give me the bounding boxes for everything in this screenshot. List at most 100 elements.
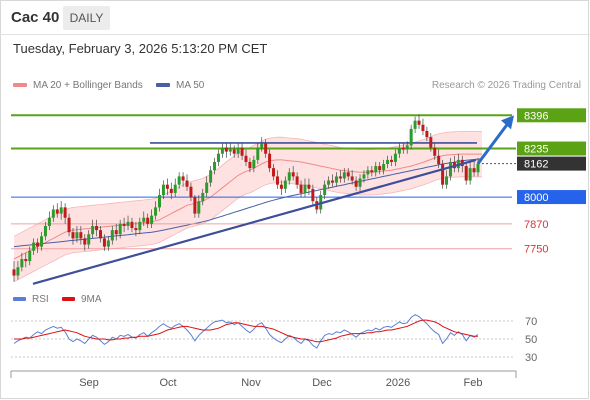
candle-body <box>350 176 354 181</box>
candle-body <box>346 172 350 177</box>
candle-body <box>299 184 303 193</box>
candle-body <box>75 232 79 239</box>
candle-body <box>114 230 118 235</box>
rsi-line <box>13 314 479 349</box>
candle-body <box>118 223 122 235</box>
candle-body <box>197 201 201 214</box>
level-8235-label: 8235 <box>524 144 548 156</box>
candle-body <box>122 223 126 226</box>
candle-body <box>307 184 311 189</box>
legend-ma20-label: MA 20 + Bollinger Bands <box>33 80 143 91</box>
candle-body <box>382 164 386 171</box>
x-tick-label: Oct <box>159 377 176 389</box>
candle-body <box>472 168 476 173</box>
legend-rsi[interactable]: RSI <box>13 294 49 305</box>
forecast-arrow-shaft <box>476 122 510 165</box>
candle-body <box>79 232 83 239</box>
candle-body <box>476 163 480 173</box>
legend-ma20[interactable]: MA 20 + Bollinger Bands <box>13 80 143 91</box>
level-7870-label: 7870 <box>524 219 548 231</box>
rsi-ma-swatch-icon <box>62 297 75 302</box>
candle-body <box>83 238 87 245</box>
candle-body <box>397 147 401 154</box>
legend-rsi-ma-label: 9MA <box>81 294 102 305</box>
candle-body <box>67 217 71 233</box>
candle-body <box>354 180 358 187</box>
candle-body <box>99 230 103 239</box>
candle-body <box>201 192 205 202</box>
candle-body <box>205 182 209 193</box>
candle-body <box>91 225 95 235</box>
candle-body <box>256 147 260 160</box>
candle-body <box>126 221 130 226</box>
candle-body <box>417 120 421 125</box>
header-bar: Cac 40 DAILY <box>0 0 590 35</box>
ma50-swatch-icon <box>156 83 170 88</box>
candle-body <box>252 159 256 169</box>
level-8396-box <box>517 108 586 123</box>
rsi-swatch-icon <box>13 297 26 302</box>
level-8396-label: 8396 <box>524 110 548 122</box>
uptrend-line <box>32 158 477 285</box>
forecast-arrow-head-icon <box>501 115 514 130</box>
timeframe-button[interactable]: DAILY <box>63 6 110 30</box>
candle-body <box>213 161 217 171</box>
candle-body <box>374 166 378 173</box>
legend-rsi-ma[interactable]: 9MA <box>62 294 102 305</box>
candle-body <box>165 184 169 189</box>
candle-body <box>248 161 252 169</box>
candle-body <box>55 209 59 214</box>
level-8000-label: 8000 <box>524 192 548 204</box>
candle-body <box>338 176 342 179</box>
legend-ma50[interactable]: MA 50 <box>156 80 204 91</box>
candle-body <box>220 147 224 154</box>
candle-body <box>358 178 362 187</box>
level-8162-label: 8162 <box>524 159 548 171</box>
candle-body <box>448 161 452 177</box>
candle-body <box>393 153 397 162</box>
candle-body <box>146 217 150 224</box>
level-7750-label: 7750 <box>524 244 548 256</box>
legend-ma50-label: MA 50 <box>176 80 205 91</box>
candle-body <box>24 259 28 262</box>
candle-body <box>138 221 142 231</box>
candle-body <box>185 180 189 187</box>
candle-body <box>157 195 161 208</box>
candle-body <box>323 184 327 195</box>
candle-body <box>216 153 220 162</box>
candle-body <box>291 172 295 177</box>
candle-body <box>445 176 449 185</box>
candle-body <box>409 128 413 146</box>
candle-body <box>130 221 134 229</box>
candle-body <box>334 176 338 183</box>
ma50-line <box>13 158 482 248</box>
bollinger-lower <box>13 176 482 283</box>
candle-body <box>421 124 425 131</box>
x-tick-label: Nov <box>241 377 261 389</box>
legend-rsi-label: RSI <box>32 294 49 305</box>
candle-body <box>240 147 244 156</box>
candle-body <box>193 197 197 214</box>
rsi-ma-line <box>14 319 478 343</box>
candle-body <box>228 149 232 152</box>
candle-body <box>413 120 417 129</box>
candle-body <box>40 236 44 247</box>
candle-body <box>181 176 185 181</box>
candle-body <box>331 180 335 183</box>
candle-body <box>260 143 264 148</box>
x-tick-label: Sep <box>79 377 99 389</box>
candle-body <box>283 180 287 189</box>
candle-body <box>224 147 228 152</box>
candle-body <box>437 155 441 165</box>
timestamp: Tuesday, February 3, 2026 5:13:20 PM CET <box>13 41 268 56</box>
candle-body <box>150 215 154 224</box>
candle-body <box>441 164 445 185</box>
candle-body <box>71 232 75 239</box>
candle-body <box>236 147 240 154</box>
candle-body <box>63 207 67 218</box>
candle-body <box>161 184 165 195</box>
candle-body <box>405 145 409 150</box>
rsi-tick-label: 30 <box>525 352 537 364</box>
